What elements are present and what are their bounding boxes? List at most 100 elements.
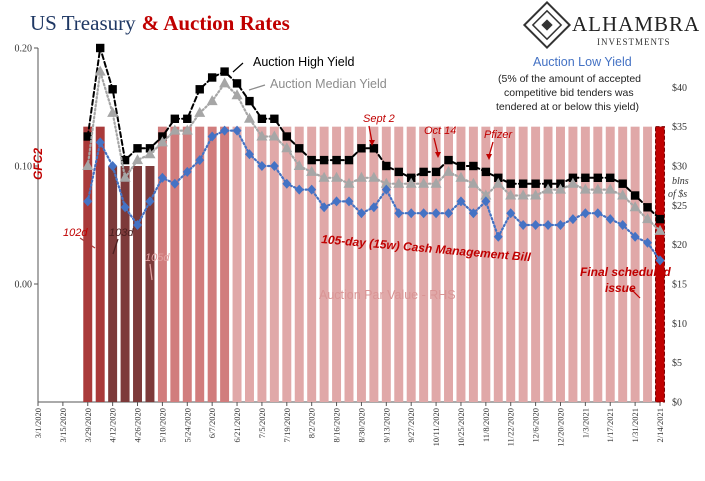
par-value-bar — [406, 126, 416, 403]
high-yield-point — [120, 155, 130, 165]
y-right-tick-label: $0 — [672, 398, 682, 409]
par-value-bar — [593, 126, 603, 403]
median-yield-point — [107, 106, 119, 117]
high-yield-point — [469, 161, 478, 171]
high-yield-point — [108, 85, 117, 94]
par-value-bar — [506, 126, 516, 403]
high-yield-point — [357, 144, 366, 153]
high-yield-point — [456, 161, 466, 171]
x-tick-label: 1/31/2021 — [630, 408, 640, 442]
par-value-bar — [245, 126, 254, 403]
median-yield-point — [355, 171, 367, 182]
par-value-bar — [120, 166, 130, 402]
low-yield-point — [232, 125, 242, 136]
low-yield-point — [307, 184, 317, 195]
low-yield-point — [456, 196, 466, 207]
annotation-105d: 105d — [145, 252, 170, 264]
par-value-bar — [618, 126, 628, 403]
low-yield-point — [593, 208, 603, 219]
arrow-final — [629, 287, 641, 299]
y-right-tick-label: $25 — [672, 201, 687, 212]
right-axis-label-2: of $s — [668, 189, 687, 200]
median-yield-point — [243, 112, 255, 123]
y-right-tick-label: $10 — [672, 319, 687, 330]
median-yield-point — [430, 177, 442, 188]
par-value-bar — [481, 126, 491, 403]
title-part1: US Treasury — [30, 11, 136, 35]
x-tick-label: 1/17/2021 — [605, 408, 615, 442]
arrow-102d — [79, 237, 96, 249]
par-value-bar — [307, 126, 317, 403]
arrow-103d — [112, 238, 119, 255]
legend-low-note-2: competitive bid tenders was — [504, 87, 634, 99]
par-value-bar — [207, 126, 217, 403]
median-yield-point — [380, 177, 392, 188]
low-yield-point — [95, 137, 105, 148]
median-yield-point — [119, 171, 131, 182]
par-value-bar — [468, 126, 478, 403]
low-yield-point — [493, 231, 503, 242]
high-yield-point — [618, 179, 627, 188]
high-yield-point — [270, 114, 279, 123]
x-tick-label: 7/5/2020 — [257, 408, 267, 438]
annotation-final-2: issue — [605, 281, 636, 295]
low-yield-point — [406, 208, 416, 219]
low-yield-point — [506, 208, 516, 219]
median-yield-point — [94, 65, 106, 76]
annotation-gfc2: GFC2 — [31, 148, 45, 180]
low-yield-point — [282, 178, 292, 189]
annotation-final-1: Final scheduled — [580, 265, 671, 279]
par-value-bar — [556, 126, 565, 403]
median-yield-point — [629, 201, 641, 212]
high-yield-point — [133, 144, 142, 153]
median-yield-point — [480, 189, 492, 200]
low-yield-point — [120, 202, 130, 213]
arrow-oct14 — [433, 137, 439, 155]
high-yield-point — [332, 155, 341, 165]
x-tick-label: 7/19/2020 — [282, 408, 292, 442]
legend-median-arrow — [248, 84, 266, 91]
par-value-bar — [133, 166, 142, 402]
legend: Auction High Yield Auction Median Yield … — [232, 55, 641, 113]
low-yield-point — [294, 184, 304, 195]
median-yield-point — [443, 165, 455, 176]
high-yield-point — [382, 161, 391, 171]
median-yield-point — [194, 106, 206, 117]
low-yield-point — [419, 208, 429, 219]
low-yield-point — [481, 196, 491, 207]
par-value-bar — [456, 126, 466, 403]
y-left-tick-label: 0.10 — [15, 162, 33, 173]
low-yield-point — [257, 161, 267, 171]
low-yield-point — [543, 220, 553, 230]
low-yield-point — [145, 196, 155, 207]
x-tick-label: 6/7/2020 — [207, 408, 217, 438]
x-tick-label: 6/21/2020 — [232, 408, 242, 442]
median-yield-point — [405, 177, 417, 188]
low-yield-point — [319, 202, 329, 213]
par-value-bar — [431, 126, 441, 403]
high-yield-point — [606, 173, 615, 182]
logo-diamond-icon — [522, 0, 572, 50]
median-yield-point — [268, 130, 280, 141]
x-tick-label: 5/10/2020 — [157, 408, 167, 442]
title-part2: & Auction Rates — [142, 11, 290, 35]
annotation-pfizer: Pfizer — [484, 129, 513, 141]
arrow-105d — [149, 263, 153, 281]
high-yield-point — [369, 144, 379, 153]
median-yield-point — [530, 189, 542, 200]
legend-low-note-1: (5% of the amount of accepted — [498, 73, 641, 85]
par-value-bar — [344, 126, 354, 403]
legend-median: Auction Median Yield — [270, 77, 387, 91]
x-tick-label: 3/1/2020 — [33, 408, 43, 438]
median-yield-point — [219, 77, 231, 88]
low-yield-point — [630, 231, 640, 242]
par-value-bar — [157, 126, 167, 403]
y-right-tick-label: $30 — [672, 162, 687, 173]
arrowhead-pfizer — [486, 154, 492, 160]
arrowhead-oct14 — [435, 152, 441, 158]
high-yield-point — [444, 155, 453, 165]
right-axis-label: blns of $s — [668, 176, 689, 200]
logo-name: ALHAMBRA — [572, 12, 700, 36]
par-value-bar — [95, 126, 105, 403]
legend-low-note-3: tendered at or below this yield) — [496, 101, 639, 113]
